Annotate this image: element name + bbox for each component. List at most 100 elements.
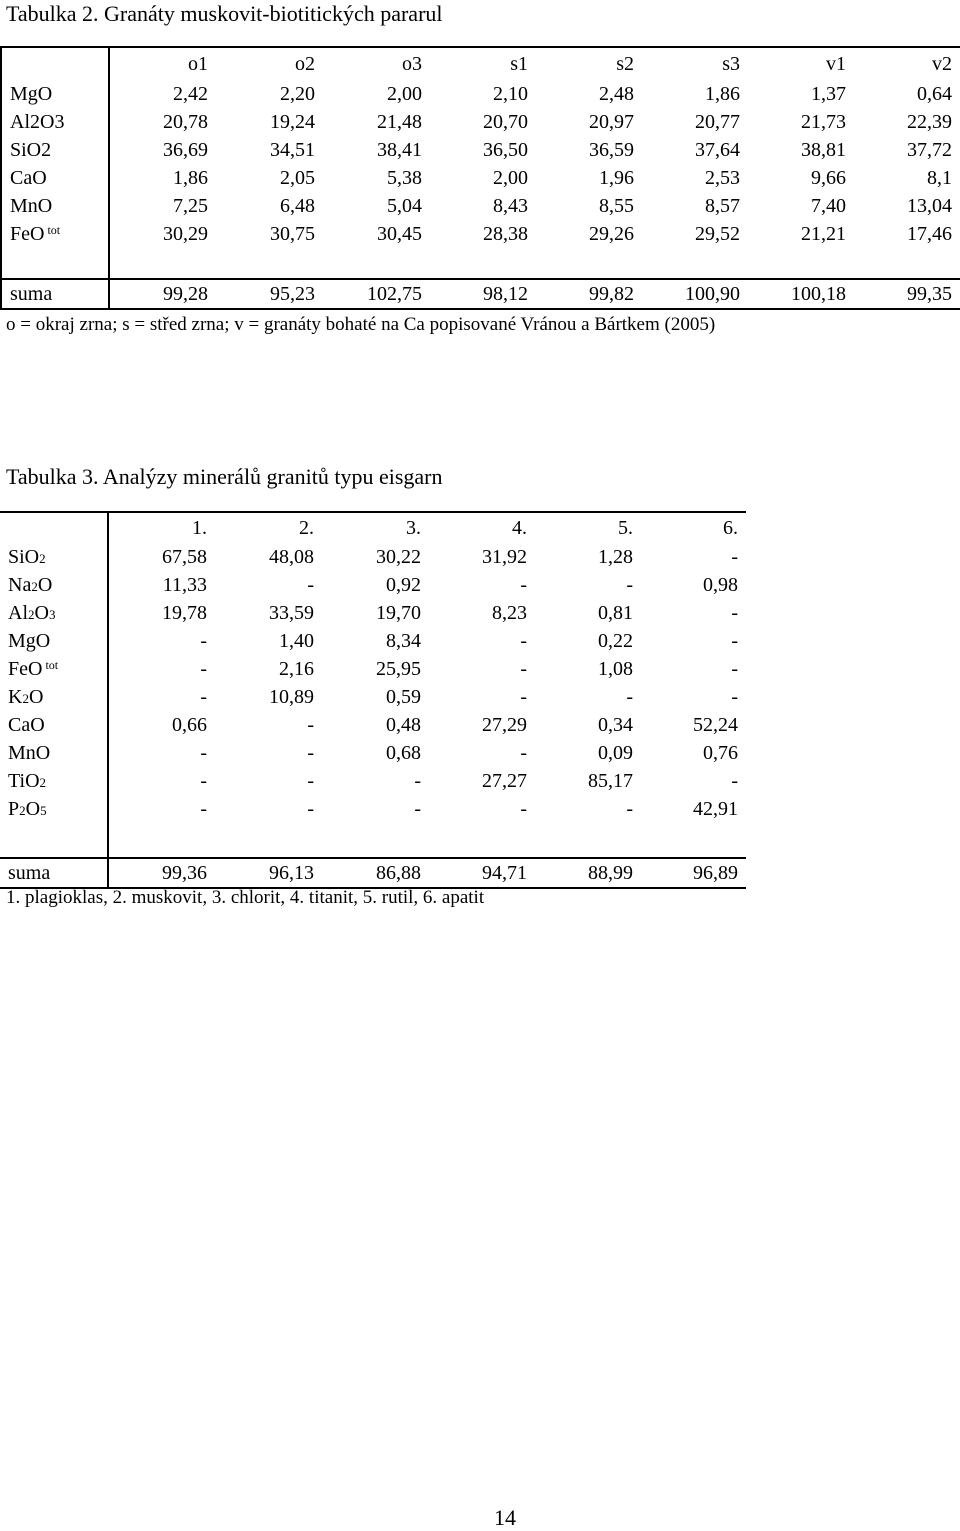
table-cell: - <box>520 742 527 764</box>
spacer-cell <box>748 248 854 279</box>
table-row: Al2O3 20,78 19,24 21,48 20,70 20,97 20,77 21,73… <box>0 108 960 136</box>
column-header: s3 <box>642 46 748 80</box>
table-cell: - <box>731 602 738 624</box>
table2-note: o = okraj zrna; s = střed zrna; v = gran… <box>6 314 716 335</box>
spacer-row <box>0 248 960 279</box>
table-cell: 20,77 <box>695 111 740 133</box>
table-row: K2O - 10,89 0,59 - - - <box>0 683 746 711</box>
sum-cell: 99,28 <box>109 278 216 310</box>
table-cell: 8,43 <box>493 195 528 217</box>
spacer-cell <box>108 823 215 858</box>
table-cell: 30,75 <box>270 223 315 245</box>
table-cell: 52,24 <box>693 714 738 736</box>
spacer-cell <box>0 823 109 858</box>
table-cell: 1,86 <box>705 83 740 105</box>
table-cell: 8,34 <box>386 630 421 652</box>
spacer-cell <box>323 248 430 279</box>
table-cell: 31,92 <box>482 546 527 568</box>
sum-cell: 95,23 <box>216 278 323 310</box>
table-cell: - <box>731 770 738 792</box>
garnet-analysis-table: o1 o2 o3 s1 s2 s3 v1 v2 MgO 2,42 2,20 2,00 2,10 2,48 1… <box>0 46 960 310</box>
table-cell: - <box>731 630 738 652</box>
column-header: 2. <box>215 511 322 543</box>
table2-title: Tabulka 2. Granáty muskovit-biotitických… <box>6 1 443 26</box>
column-header: o3 <box>323 46 430 80</box>
table-row: TiO2 - - - 27,27 85,17 - <box>0 767 746 795</box>
table-cell: 1,86 <box>173 167 208 189</box>
table-cell: 8,57 <box>705 195 740 217</box>
sum-label: suma <box>0 857 109 889</box>
sum-cell: 98,12 <box>430 278 536 310</box>
table-cell: 2,48 <box>599 83 634 105</box>
column-header: o2 <box>216 46 323 80</box>
table-cell: - <box>414 770 421 792</box>
sum-cell: 94,71 <box>429 857 535 889</box>
table-row: FeO tot 30,29 30,75 30,45 28,38 29,26 29,52 21,… <box>0 220 960 248</box>
table-cell: 37,64 <box>695 139 740 161</box>
table-cell: 20,78 <box>163 111 208 133</box>
table-cell: 0,98 <box>703 574 738 596</box>
table-cell: 7,40 <box>811 195 846 217</box>
table-cell: - <box>200 770 207 792</box>
table-cell: 0,09 <box>598 742 633 764</box>
spacer-cell <box>641 823 746 858</box>
column-header: 3. <box>322 511 429 543</box>
table-cell: 1,96 <box>599 167 634 189</box>
table-cell: 19,70 <box>376 602 421 624</box>
table3-title: Tabulka 3. Analýzy minerálů granitů typu… <box>6 464 443 489</box>
table-cell: 8,1 <box>854 164 960 192</box>
table-row: SiO2 67,58 48,08 30,22 31,92 1,28 - <box>0 543 746 571</box>
table-cell: - <box>731 658 738 680</box>
column-header: v2 <box>854 46 960 80</box>
table-cell: - <box>307 798 314 820</box>
table-cell: 36,59 <box>589 139 634 161</box>
table-cell: 38,41 <box>377 139 422 161</box>
column-header: 6. <box>641 511 746 543</box>
table-cell: 7,25 <box>173 195 208 217</box>
table-cell: - <box>307 574 314 596</box>
table-cell: - <box>731 686 738 708</box>
table-row: CaO 1,86 2,05 5,38 2,00 1,96 2,53 9,66 8,1 <box>0 164 960 192</box>
table-cell: 25,95 <box>376 658 421 680</box>
sum-row: suma 99,28 95,23 102,75 98,12 99,82 100,90 100,… <box>0 278 960 310</box>
row-label: FeO tot <box>0 655 109 683</box>
row-label: CaO <box>0 711 109 739</box>
table-cell: 13,04 <box>854 192 960 220</box>
table-cell: 2,00 <box>387 83 422 105</box>
table-cell: 1,40 <box>279 630 314 652</box>
table-cell: 0,66 <box>172 714 207 736</box>
table-cell: 21,21 <box>801 223 846 245</box>
table-row: MnO 7,25 6,48 5,04 8,43 8,55 8,57 7,40 13,04 <box>0 192 960 220</box>
sum-cell: 100,18 <box>748 278 854 310</box>
table-cell: 67,58 <box>162 546 207 568</box>
table-cell: 0,59 <box>386 686 421 708</box>
table-header-row: o1 o2 o3 s1 s2 s3 v1 v2 <box>0 46 960 80</box>
sum-cell: 99,35 <box>854 278 960 310</box>
table-cell: 20,70 <box>483 111 528 133</box>
table-cell: - <box>520 658 527 680</box>
column-header: s2 <box>536 46 642 80</box>
table-cell: 1,37 <box>811 83 846 105</box>
row-label: FeO tot <box>0 220 110 248</box>
spacer-cell <box>854 248 960 279</box>
table-cell: 36,69 <box>163 139 208 161</box>
row-label: P2O5 <box>0 795 109 823</box>
sum-cell: 96,89 <box>641 857 746 889</box>
table-cell: 0,22 <box>598 630 633 652</box>
table-cell: 0,64 <box>854 80 960 108</box>
sum-row: suma 99,36 96,13 86,88 94,71 88,99 96,89 <box>0 857 746 889</box>
spacer-cell <box>536 248 642 279</box>
row-label: SiO2 <box>0 136 110 164</box>
table-cell: 8,55 <box>599 195 634 217</box>
spacer-cell <box>216 248 323 279</box>
table-cell: 17,46 <box>854 220 960 248</box>
sum-label: suma <box>0 278 110 310</box>
table-cell: - <box>520 686 527 708</box>
table-cell: 29,52 <box>695 223 740 245</box>
row-label: TiO2 <box>0 767 109 795</box>
column-header: 4. <box>429 511 535 543</box>
table-cell: 19,78 <box>162 602 207 624</box>
table-row: MgO - 1,40 8,34 - 0,22 - <box>0 627 746 655</box>
table-cell: 2,10 <box>493 83 528 105</box>
table-cell: - <box>200 798 207 820</box>
